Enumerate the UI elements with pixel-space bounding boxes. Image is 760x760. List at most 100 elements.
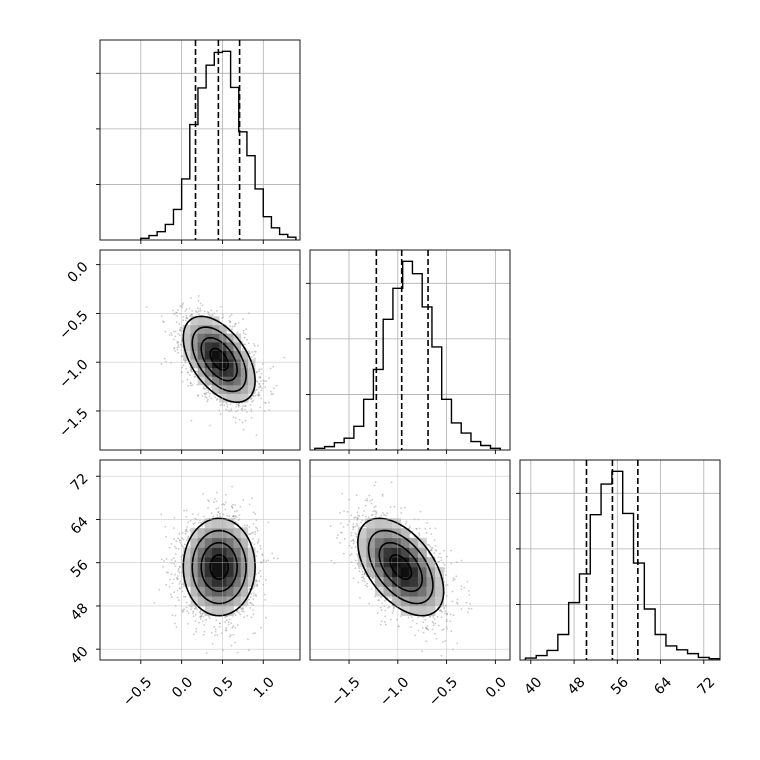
sample-point (246, 338, 248, 341)
sample-point (203, 387, 206, 390)
sample-point (181, 327, 184, 330)
sample-point (206, 310, 209, 313)
sample-point (242, 329, 245, 332)
sample-point (222, 316, 225, 318)
histogram-steps (314, 260, 501, 450)
sample-point (171, 614, 174, 617)
sample-point (259, 570, 262, 572)
sample-point (197, 307, 199, 309)
sample-point (172, 309, 174, 312)
sample-point (182, 316, 185, 318)
sample-point (200, 522, 203, 524)
sample-point (173, 516, 176, 519)
sample-point (176, 596, 179, 599)
sample-point (254, 632, 256, 634)
sample-point (237, 404, 240, 407)
sample-point (248, 350, 251, 352)
sample-point (257, 344, 259, 347)
sample-point (225, 408, 227, 411)
sample-point (254, 531, 257, 533)
sample-point (241, 610, 244, 613)
sample-point (246, 614, 249, 617)
sample-point (163, 560, 165, 562)
sample-point (257, 393, 260, 396)
sample-point (174, 350, 177, 352)
axes-frame (99, 39, 301, 241)
sample-point (253, 594, 255, 597)
sample-point (234, 421, 237, 424)
sample-point (251, 497, 253, 500)
sample-point (260, 626, 263, 629)
sample-point (256, 394, 259, 397)
sample-point (258, 394, 261, 397)
sample-point (209, 313, 211, 316)
histogram-steps (524, 470, 720, 660)
sample-point (165, 558, 168, 560)
contour-line (200, 336, 238, 382)
sample-point (241, 607, 244, 610)
sample-point (185, 316, 188, 319)
sample-point (182, 364, 185, 367)
density-cell (197, 316, 206, 326)
sample-point (272, 387, 275, 390)
sample-point (195, 630, 198, 633)
sample-point (258, 386, 260, 389)
sample-point (188, 604, 191, 607)
sample-point (254, 350, 257, 353)
density-cell (197, 324, 206, 334)
sample-point (207, 389, 209, 392)
sample-point (207, 499, 209, 501)
sample-point (219, 305, 222, 308)
sample-point (216, 514, 219, 517)
sample-point (202, 515, 205, 518)
sample-point (177, 351, 180, 354)
sample-point (214, 628, 217, 631)
sample-point (184, 359, 187, 362)
sample-point (268, 377, 270, 380)
sample-point (207, 384, 210, 387)
sample-point (219, 413, 222, 415)
sample-point (189, 374, 191, 376)
sample-point (165, 571, 168, 574)
sample-point (185, 308, 188, 311)
sample-point (160, 363, 163, 365)
sample-point (258, 382, 261, 385)
sample-point (200, 615, 202, 618)
sample-point (197, 513, 200, 516)
density-cell (212, 367, 220, 377)
sample-point (199, 307, 202, 310)
sample-point (203, 310, 206, 313)
sample-point (178, 599, 180, 602)
density-cell (204, 359, 213, 369)
sample-point (257, 391, 260, 394)
sample-point (219, 404, 222, 407)
sample-point (201, 620, 204, 623)
sample-point (192, 615, 195, 618)
density-cell (219, 359, 227, 369)
sample-point (254, 394, 257, 397)
sample-point (243, 405, 246, 407)
sample-point (173, 347, 176, 349)
sample-point (174, 330, 177, 333)
sample-point (254, 357, 257, 360)
sample-point (183, 509, 185, 512)
sample-point (205, 619, 207, 621)
sample-point (219, 512, 221, 515)
density-cell (219, 342, 227, 351)
sample-point (189, 382, 192, 385)
sample-point (251, 537, 254, 540)
sample-point (168, 334, 171, 336)
sample-point (208, 395, 211, 398)
contour-line (209, 347, 229, 371)
sample-point (254, 526, 257, 529)
sample-point (202, 615, 205, 618)
sample-point (256, 527, 259, 530)
sample-point (232, 515, 234, 518)
sample-point (193, 376, 196, 378)
density-cell (233, 359, 242, 369)
sample-point (229, 315, 231, 318)
sample-point (242, 405, 244, 408)
sample-point (187, 612, 190, 614)
sample-point (198, 621, 200, 624)
sample-point (240, 408, 243, 411)
